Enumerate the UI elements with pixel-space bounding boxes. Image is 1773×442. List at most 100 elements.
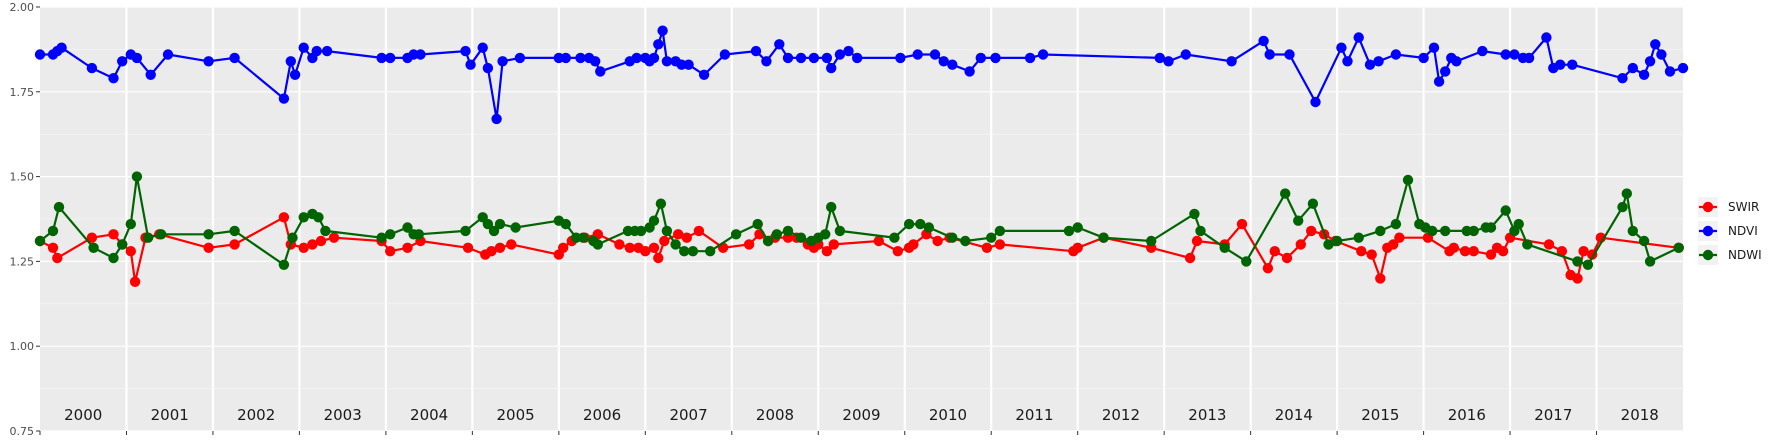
- ndvi-point: [1440, 66, 1451, 77]
- ndvi-point: [1433, 76, 1445, 87]
- ndvi-point: [590, 56, 601, 67]
- swir-point: [1281, 252, 1293, 264]
- ndvi-point: [1373, 56, 1384, 67]
- legend-marker: [1702, 249, 1714, 261]
- ndwi-point: [125, 218, 136, 230]
- swir-point: [673, 229, 684, 240]
- ndwi-point: [752, 218, 763, 230]
- ndwi-point: [313, 212, 324, 223]
- ndwi-point: [413, 229, 424, 240]
- ndvi-point: [661, 56, 673, 67]
- ndvi-point: [1509, 49, 1520, 60]
- swir-point: [1366, 249, 1377, 260]
- ndwi-point: [1522, 239, 1533, 250]
- ndwi-point: [1468, 225, 1479, 237]
- ndwi-point: [510, 222, 521, 233]
- ndwi-point: [834, 225, 846, 237]
- year-label: 2013: [1188, 406, 1226, 424]
- ndvi-point: [1477, 45, 1488, 57]
- ndvi-series: [34, 25, 1689, 125]
- ndwi-point: [494, 218, 506, 230]
- ndwi-point: [1293, 215, 1304, 226]
- ndvi-point: [990, 52, 1001, 64]
- y-tick-label: 2.00: [10, 1, 35, 14]
- swir-point: [932, 235, 943, 247]
- ndvi-point: [595, 66, 606, 77]
- swir-series: [34, 212, 1684, 287]
- year-label: 2005: [497, 406, 535, 424]
- ndwi-point: [385, 229, 396, 240]
- ndwi-point: [1219, 242, 1230, 253]
- ndwi-point: [560, 218, 571, 230]
- ndwi-point: [1638, 235, 1650, 247]
- swir-point: [278, 212, 290, 223]
- swir-point: [1572, 273, 1583, 284]
- ndvi-point: [719, 49, 731, 60]
- legend-item-swir: SWIR: [1698, 197, 1759, 217]
- ndvi-point: [698, 69, 710, 81]
- year-label: 2007: [669, 406, 707, 424]
- ndwi-point: [795, 232, 807, 243]
- ndvi-point: [808, 52, 820, 64]
- ndwi-point: [376, 232, 387, 243]
- ndwi-point: [278, 259, 290, 270]
- ndwi-point: [820, 229, 831, 240]
- ndvi-point: [852, 52, 863, 64]
- ndvi-point: [1024, 52, 1036, 64]
- legend-marker: [1702, 201, 1714, 213]
- ndvi-point: [1523, 52, 1535, 64]
- ndvi-point: [145, 69, 156, 81]
- swir-point: [229, 239, 240, 250]
- year-label: 2014: [1275, 406, 1313, 424]
- swir-point: [821, 246, 833, 257]
- legend-item-ndwi: NDWI: [1698, 245, 1762, 265]
- ndvi-point: [1353, 32, 1364, 43]
- ndwi-point: [1427, 225, 1438, 237]
- swir-point: [873, 235, 884, 247]
- series-layer: [34, 25, 1689, 287]
- swir-point: [1497, 246, 1509, 257]
- swir-point: [108, 229, 119, 240]
- ndwi-point: [1390, 218, 1402, 230]
- ndwi-point: [730, 229, 742, 240]
- legend: SWIR NDVI NDWI: [1698, 197, 1762, 265]
- swir-point: [1306, 225, 1317, 237]
- year-labels: 2000 2001 2002 2003 2004 2005 2006 2007 2008 2009…: [64, 406, 1659, 424]
- ndwi-point: [1146, 235, 1157, 247]
- swir-point: [1184, 252, 1196, 264]
- ndvi-point: [631, 52, 642, 64]
- swir-point: [47, 242, 59, 253]
- swir-point: [1191, 235, 1203, 247]
- ndwi-point: [488, 225, 500, 237]
- ndvi-point: [938, 56, 949, 67]
- ndvi-point: [834, 49, 846, 60]
- ndwi-point: [287, 232, 298, 243]
- swir-point: [1459, 246, 1471, 257]
- ndvi-point: [289, 69, 301, 81]
- ndvi-point: [298, 42, 309, 53]
- legend-item-ndvi: NDVI: [1698, 221, 1758, 241]
- ndvi-point: [1264, 49, 1275, 60]
- swir-point: [486, 246, 497, 257]
- year-label: 2002: [237, 406, 275, 424]
- swir-point: [681, 232, 692, 243]
- ndwi-point: [826, 201, 837, 213]
- legend-label: NDVI: [1728, 224, 1758, 238]
- ndvi-point: [1310, 96, 1321, 108]
- ndvi-point: [653, 39, 664, 50]
- swir-point: [653, 252, 664, 264]
- ndwi-point: [994, 225, 1006, 237]
- ndvi-point: [657, 25, 668, 36]
- ndvi-point: [465, 59, 476, 70]
- ndwi-point: [771, 229, 782, 240]
- ndvi-point: [1638, 69, 1650, 81]
- ndwi-point: [1513, 218, 1524, 230]
- ndvi-point: [497, 56, 508, 67]
- swir-point: [614, 239, 625, 250]
- ndwi-point: [402, 222, 413, 233]
- ndwi-point: [577, 232, 589, 243]
- swir-point: [1262, 263, 1274, 274]
- ndvi-point: [947, 59, 958, 70]
- swir-point: [743, 239, 755, 250]
- ndwi-point: [1195, 225, 1206, 237]
